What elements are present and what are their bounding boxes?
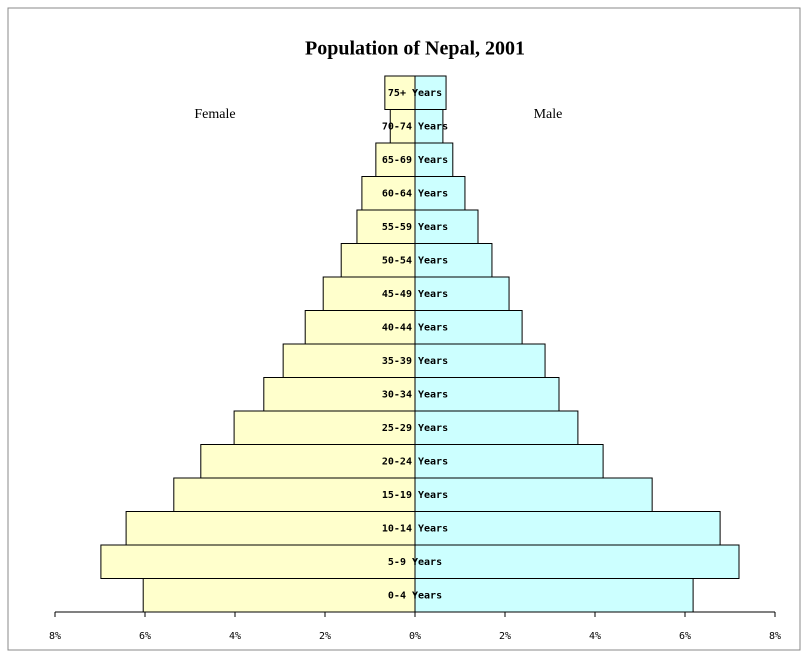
x-tick-label: 4% [589, 631, 601, 642]
category-label: 30-34 Years [382, 389, 448, 400]
x-tick-label: 8% [769, 631, 781, 642]
category-label: 65-69 Years [382, 155, 448, 166]
chart-title: Population of Nepal, 2001 [305, 38, 525, 60]
bar [361, 176, 416, 211]
x-tick-label: 6% [139, 631, 151, 642]
x-tick-label: 2% [499, 631, 511, 642]
category-label: 75+ Years [388, 88, 442, 99]
bar [100, 544, 416, 579]
bar [414, 343, 546, 378]
bar [125, 511, 416, 546]
bar [414, 410, 579, 445]
bar [414, 243, 493, 278]
bar [414, 544, 740, 579]
x-tick-label: 2% [319, 631, 331, 642]
category-label: 70-74 Years [382, 121, 448, 132]
category-label: 35-39 Years [382, 356, 448, 367]
bar [173, 477, 416, 512]
annotation: Female [194, 107, 235, 122]
x-tick-label: 6% [679, 631, 691, 642]
bar [414, 310, 523, 345]
bar [304, 310, 416, 345]
bar [414, 276, 510, 311]
category-label: 20-24 Years [382, 456, 448, 467]
category-label: 50-54 Years [382, 255, 448, 266]
bar [414, 142, 454, 177]
annotation: Male [534, 107, 563, 122]
bar [389, 109, 416, 144]
category-label: 45-49 Years [382, 289, 448, 300]
category-label: 10-14 Years [382, 523, 448, 534]
category-label: 5-9 Years [388, 557, 442, 568]
bar [414, 75, 447, 110]
x-tick-label: 4% [229, 631, 241, 642]
category-label: 0-4 Years [388, 590, 442, 601]
category-label: 55-59 Years [382, 222, 448, 233]
bar [282, 343, 416, 378]
bar [414, 109, 444, 144]
bar [414, 377, 560, 412]
bar [356, 209, 416, 244]
category-label: 15-19 Years [382, 490, 448, 501]
bar [414, 477, 653, 512]
bar [200, 444, 416, 479]
bar [414, 578, 694, 613]
category-label: 60-64 Years [382, 188, 448, 199]
category-label: 40-44 Years [382, 322, 448, 333]
bar [414, 209, 479, 244]
bar [414, 511, 721, 546]
bar [340, 243, 416, 278]
category-label: 25-29 Years [382, 423, 448, 434]
x-tick-label: 0% [409, 631, 421, 642]
bar [322, 276, 416, 311]
bar [384, 75, 416, 110]
x-tick-label: 8% [49, 631, 61, 642]
bar [142, 578, 416, 613]
